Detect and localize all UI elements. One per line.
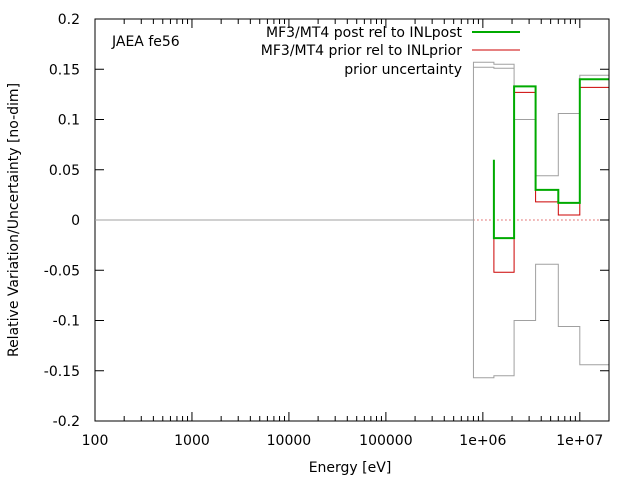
legend: MF3/MT4 post rel to INLpost MF3/MT4 prio…	[261, 25, 520, 78]
series-line-2	[95, 61, 609, 221]
y-tick-label: -0.05	[44, 263, 80, 279]
series-line-4	[473, 66, 515, 69]
chart-annotation: JAEA fe56	[111, 34, 180, 50]
x-tick-label: 100	[82, 433, 109, 449]
x-tick-label: 1000	[174, 433, 210, 449]
legend-label-post: MF3/MT4 post rel to INLpost	[266, 25, 462, 41]
y-tick-label: 0.2	[58, 12, 80, 28]
legend-label-uncertainty: prior uncertainty	[344, 62, 462, 78]
x-tick-label: 1e+06	[459, 433, 506, 449]
y-tick-label: -0.2	[53, 414, 80, 430]
series-line-3	[472, 220, 609, 379]
y-tick-label: 0	[71, 213, 80, 229]
x-tick-label: 100000	[359, 433, 412, 449]
axes: 100 1000 10000 100000 1e+06 1e+07 -0.2 -0.15 -0.…	[44, 12, 610, 449]
y-tick-label: -0.1	[53, 314, 80, 330]
y-tick-label: 0.05	[49, 163, 80, 179]
x-axis-label: Energy [eV]	[309, 460, 392, 476]
x-tick-label: 1e+07	[556, 433, 603, 449]
y-tick-label: 0.15	[49, 62, 80, 78]
y-axis-label: Relative Variation/Uncertainty [no-dim]	[6, 83, 22, 357]
legend-label-prior: MF3/MT4 prior rel to INLprior	[261, 43, 462, 59]
series-line-0	[492, 78, 609, 240]
series-line-1	[493, 86, 609, 273]
y-tick-label: -0.15	[44, 364, 80, 380]
plot-area	[95, 61, 609, 379]
y-tick-label: 0.1	[58, 113, 80, 129]
x-tick-label: 10000	[267, 433, 312, 449]
